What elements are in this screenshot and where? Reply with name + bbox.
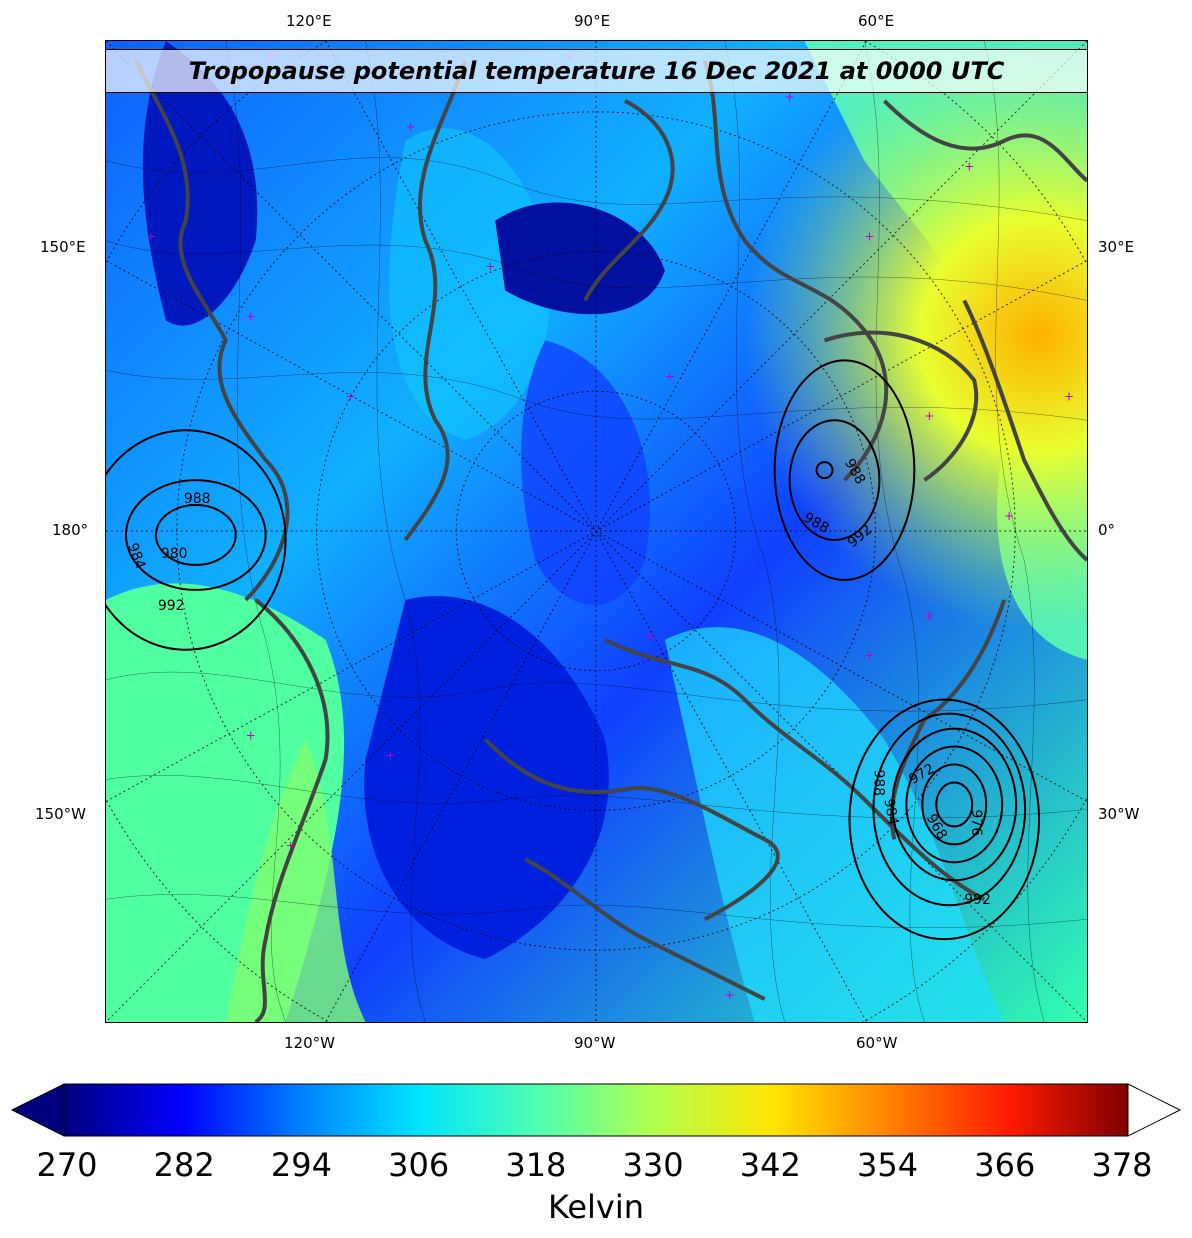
cold-region-north xyxy=(495,202,665,315)
svg-text:+: + xyxy=(864,230,874,244)
low-south-5 xyxy=(872,712,1027,907)
pressure-label: 976 xyxy=(968,809,984,836)
colorbar-tick-label: 330 xyxy=(622,1146,684,1184)
svg-text:+: + xyxy=(346,389,356,403)
colorbar-tick-label: 354 xyxy=(857,1146,919,1184)
pressure-label: 992 xyxy=(964,892,991,908)
cold-region-center xyxy=(364,596,609,960)
svg-text:+: + xyxy=(485,260,495,274)
colorbar-tick-label: 378 xyxy=(1091,1146,1153,1184)
graticule xyxy=(106,41,1087,1022)
pressure-label: 988 xyxy=(870,770,886,797)
map-panel: +++ +++ +++ +++ +++ +++ +++ 988 984 xyxy=(105,40,1088,1023)
axis-label-right-2: 0° xyxy=(1098,521,1116,539)
colorbar-extend-low xyxy=(10,1083,65,1137)
low-south-6 xyxy=(848,698,1041,941)
low-east-inner xyxy=(788,419,881,541)
svg-text:+: + xyxy=(964,160,974,174)
svg-text:+: + xyxy=(146,230,156,244)
axis-label-top-3: 60°E xyxy=(858,12,895,30)
colorbar-extend-high xyxy=(1127,1083,1182,1137)
pressure-label: 992 xyxy=(158,598,185,614)
axis-label-left-2: 180° xyxy=(52,521,89,539)
low-south-1 xyxy=(935,781,974,828)
pressure-label: 980 xyxy=(161,546,188,562)
colorbar-tick-label: 306 xyxy=(388,1146,450,1184)
axis-label-top-1: 120°E xyxy=(286,12,332,30)
map-title: Tropopause potential temperature 16 Dec … xyxy=(106,49,1087,93)
svg-text:+: + xyxy=(246,729,256,743)
colorbar-tick-label: 294 xyxy=(270,1146,332,1184)
colorbar-tick-label: 270 xyxy=(36,1146,98,1184)
low-west-outer xyxy=(106,429,287,651)
low-west-middle xyxy=(124,479,267,591)
low-west-inner xyxy=(154,504,237,566)
colorbar-tick-label: 366 xyxy=(974,1146,1036,1184)
colorbar-bar xyxy=(63,1083,1129,1137)
cold-region-nw xyxy=(142,41,258,326)
low-east-outer xyxy=(773,359,916,581)
colorbar xyxy=(10,1083,1182,1137)
svg-text:+: + xyxy=(924,609,934,623)
svg-text:+: + xyxy=(1004,509,1014,523)
axis-label-top-2: 90°E xyxy=(574,12,611,30)
cold-region-pole xyxy=(521,340,650,605)
pressure-contours xyxy=(106,359,1041,941)
svg-text:+: + xyxy=(864,649,874,663)
svg-text:+: + xyxy=(665,369,675,383)
svg-text:+: + xyxy=(725,988,735,1002)
axis-label-right-1: 30°E xyxy=(1098,238,1135,256)
low-south-3 xyxy=(905,745,1004,864)
axis-label-left-1: 150°E xyxy=(40,238,86,256)
svg-text:+: + xyxy=(1064,389,1074,403)
axis-label-right-3: 30°W xyxy=(1098,805,1140,823)
axis-label-bottom-1: 120°W xyxy=(284,1034,335,1052)
colorbar-tick-label: 342 xyxy=(739,1146,801,1184)
svg-text:+: + xyxy=(645,629,655,643)
coastlines xyxy=(134,60,1087,1022)
svg-text:+: + xyxy=(385,749,395,763)
pressure-label: 984 xyxy=(880,797,900,826)
axis-label-bottom-2: 90°W xyxy=(574,1034,616,1052)
svg-text:+: + xyxy=(246,309,256,323)
svg-text:+: + xyxy=(785,90,795,104)
cyan-region-north xyxy=(389,128,551,441)
map-canvas: +++ +++ +++ +++ +++ +++ +++ 988 984 xyxy=(106,41,1087,1022)
low-east-center xyxy=(815,461,834,480)
svg-text:+: + xyxy=(924,409,934,423)
svg-text:+: + xyxy=(286,838,296,852)
colorbar-tick-label: 318 xyxy=(505,1146,567,1184)
svg-text:+: + xyxy=(405,120,415,134)
axis-label-left-3: 150°W xyxy=(35,805,86,823)
low-south-4 xyxy=(891,727,1018,882)
axis-label-bottom-3: 60°W xyxy=(856,1034,898,1052)
pressure-label: 988 xyxy=(184,491,211,507)
colorbar-tick-label: 282 xyxy=(153,1146,215,1184)
cyan-region-south xyxy=(664,627,1005,1022)
low-south-2 xyxy=(921,763,988,846)
colorbar-label: Kelvin xyxy=(547,1188,645,1226)
